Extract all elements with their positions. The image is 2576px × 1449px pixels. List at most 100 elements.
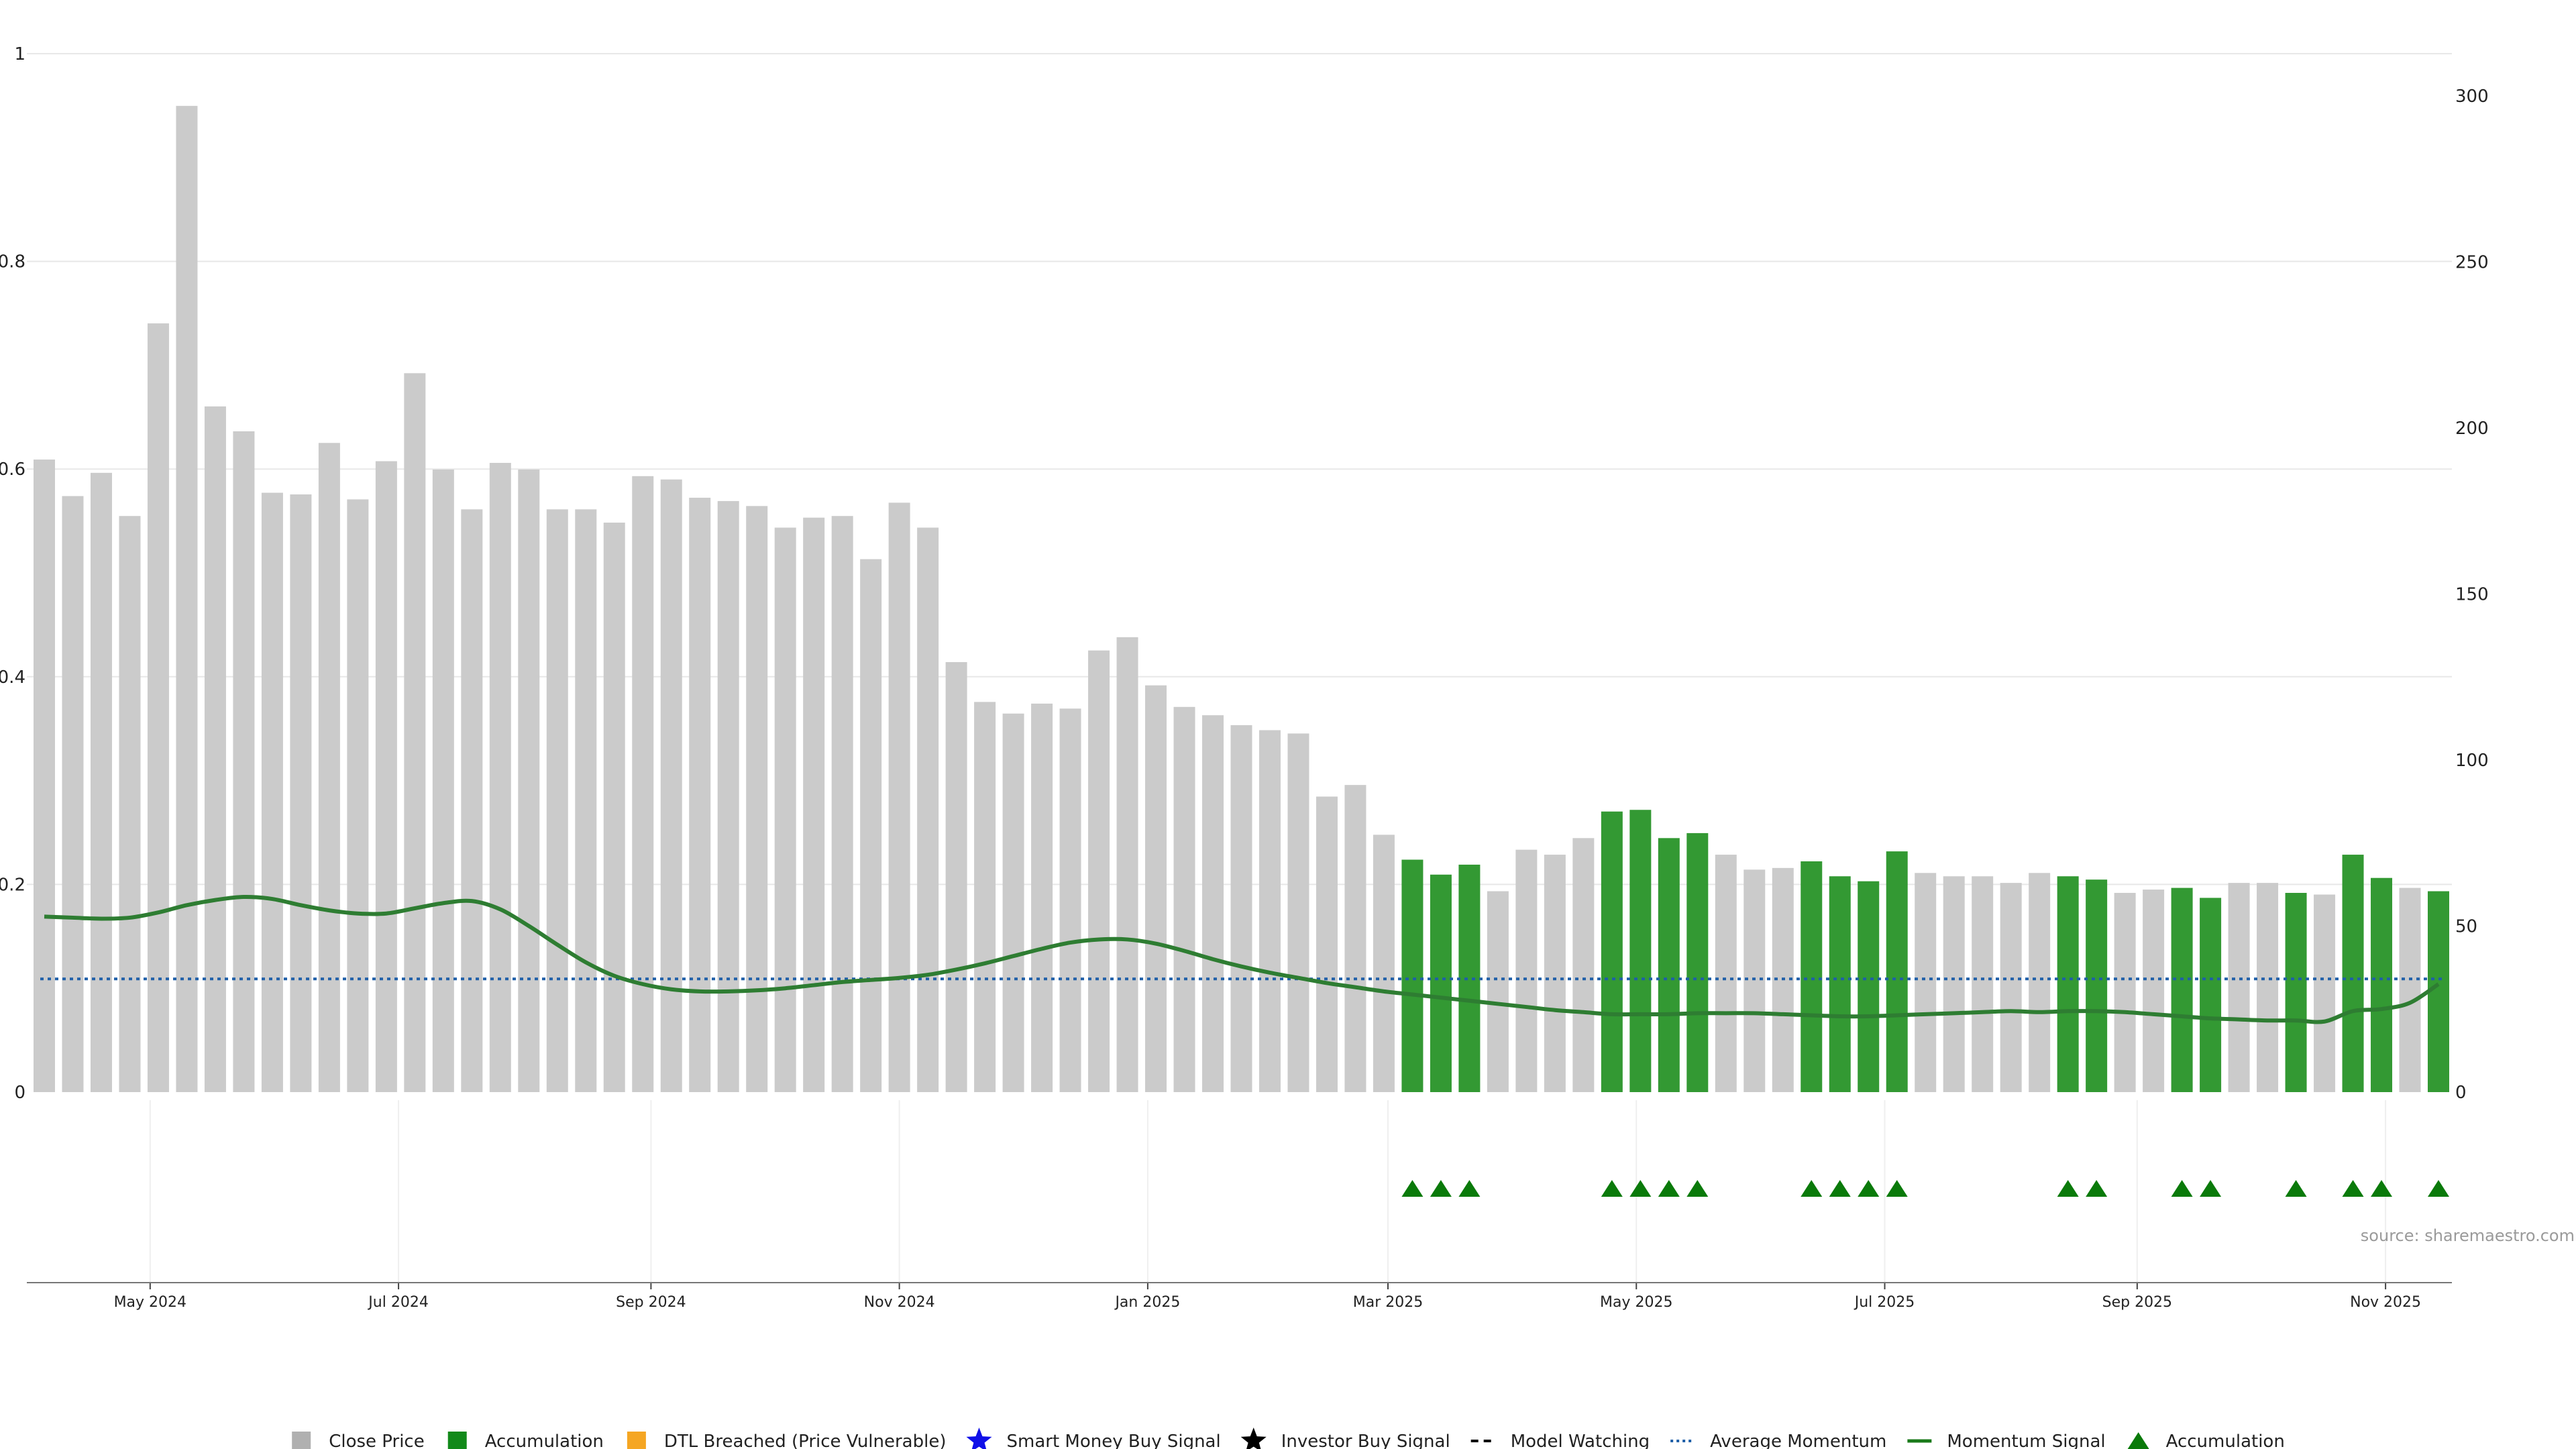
legend: Close Price Accumulation DTL Breached (Pri… [292,1428,2285,1449]
close-price-bar [974,702,996,1092]
accumulation-bar [2371,877,2393,1092]
close-price-bar [34,460,55,1092]
close-price-bar [1031,703,1053,1092]
accumulation-marker [1801,1180,1823,1197]
x-tick-label: Nov 2025 [2350,1294,2421,1311]
close-price-bar [1743,869,1766,1092]
accumulation-marker [1458,1180,1481,1197]
close-price-bar [1544,855,1566,1092]
accumulation-bar [1829,876,1851,1092]
legend-star-icon [1240,1428,1267,1449]
close-price-bar [1145,685,1167,1092]
close-price-bar [318,443,340,1092]
close-price-bar [917,527,939,1092]
legend-item: Momentum Signal [1907,1432,2106,1449]
close-price-bar [147,323,169,1093]
left-tick-label: 1 [14,44,25,64]
legend-item: Model Watching [1470,1432,1650,1449]
close-price-bar [1258,730,1281,1092]
x-tick-label: May 2024 [114,1294,186,1311]
close-price-bar [1230,725,1252,1092]
close-price-bar [2114,893,2136,1092]
close-price-bar [603,523,625,1092]
grid-lines [27,53,2452,1283]
left-tick-label: 0.2 [0,875,25,895]
close-price-bar [860,559,882,1092]
accumulation-bar [1629,810,1652,1092]
legend-item: Investor Buy Signal [1240,1428,1450,1449]
legend-label: Average Momentum [1710,1432,1886,1449]
close-price-bar [1715,855,1737,1092]
source-label: source: sharemaestro.com [2361,1226,2575,1245]
close-price-bar [1173,706,1195,1092]
accumulation-marker [1886,1180,1908,1197]
close-price-bar [1943,876,1965,1092]
right-tick-label: 0 [2455,1083,2467,1103]
accumulation-bar [2057,876,2079,1092]
close-price-bar [660,479,682,1092]
legend-label: Accumulation [2166,1432,2285,1449]
x-tick-label: Sep 2025 [2102,1294,2172,1311]
close-price-bar [2000,883,2022,1092]
close-price-bar [119,516,141,1092]
close-price-bar [632,476,654,1092]
accumulation-marker [1430,1180,1452,1197]
accumulation-bar [1858,881,1880,1092]
right-tick-label: 300 [2455,87,2489,107]
axes: 0 0.2 0.4 0.6 0.8 1 0 50 100 150 200 250 300 May 2024… [0,44,2489,1311]
close-price-bar [831,516,853,1092]
accumulation-marker [1629,1180,1652,1197]
close-price-bar [2399,888,2421,1092]
close-price-bar [888,502,910,1092]
legend-label: Close Price [329,1432,425,1449]
accumulation-bar [1886,851,1908,1092]
momentum-signal-line [44,894,2440,1024]
accumulation-marker [1601,1180,1623,1197]
accumulation-bar [2171,888,2193,1092]
close-price-bar [803,517,825,1092]
close-price-bar [347,499,369,1092]
close-price-bar [518,469,540,1092]
momentum-lines [40,894,2445,1024]
close-price-bar [2228,883,2250,1092]
close-price-bar [1572,838,1595,1092]
x-tick-label: May 2025 [1600,1294,1672,1311]
legend-triangle-icon [2127,1432,2149,1449]
close-price-bar [261,492,283,1092]
close-price-bar [375,461,397,1092]
legend-item: Accumulation [2127,1432,2285,1449]
right-tick-label: 250 [2455,253,2489,273]
accumulation-bar [1658,838,1680,1092]
legend-label: Smart Money Buy Signal [1007,1432,1221,1449]
close-price-bar [2143,890,2165,1092]
close-price-bar [2257,883,2279,1092]
close-price-bar [489,462,511,1092]
accumulation-bar [1430,874,1452,1092]
accumulation-marker [2285,1180,2307,1197]
legend-item: DTL Breached (Price Vulnerable) [627,1432,947,1449]
left-tick-label: 0 [14,1083,25,1103]
accumulation-marker [1829,1180,1851,1197]
legend-item: Smart Money Buy Signal [966,1428,1221,1449]
close-price-bar [461,509,483,1092]
legend-swatch [627,1432,646,1449]
close-price-bar [746,506,768,1092]
accumulation-bar [2200,898,2222,1092]
right-tick-label: 150 [2455,585,2489,605]
x-tick-label: Jul 2025 [1854,1294,1915,1311]
close-price-bar [233,431,255,1092]
x-tick-label: Nov 2024 [864,1294,935,1311]
close-price-bar [1915,873,1937,1092]
legend-label: Accumulation [485,1432,604,1449]
left-tick-label: 0.6 [0,460,25,480]
accumulation-marker [1686,1180,1709,1197]
close-price-bar [2029,873,2051,1092]
legend-item: Average Momentum [1670,1432,1886,1449]
close-price-bar [1316,796,1338,1092]
close-price-bar [176,105,198,1093]
accumulation-marker [1658,1180,1680,1197]
close-price-bars [34,105,2449,1093]
x-tick-label: Jan 2025 [1114,1294,1180,1311]
close-price-bar [1373,835,1395,1092]
